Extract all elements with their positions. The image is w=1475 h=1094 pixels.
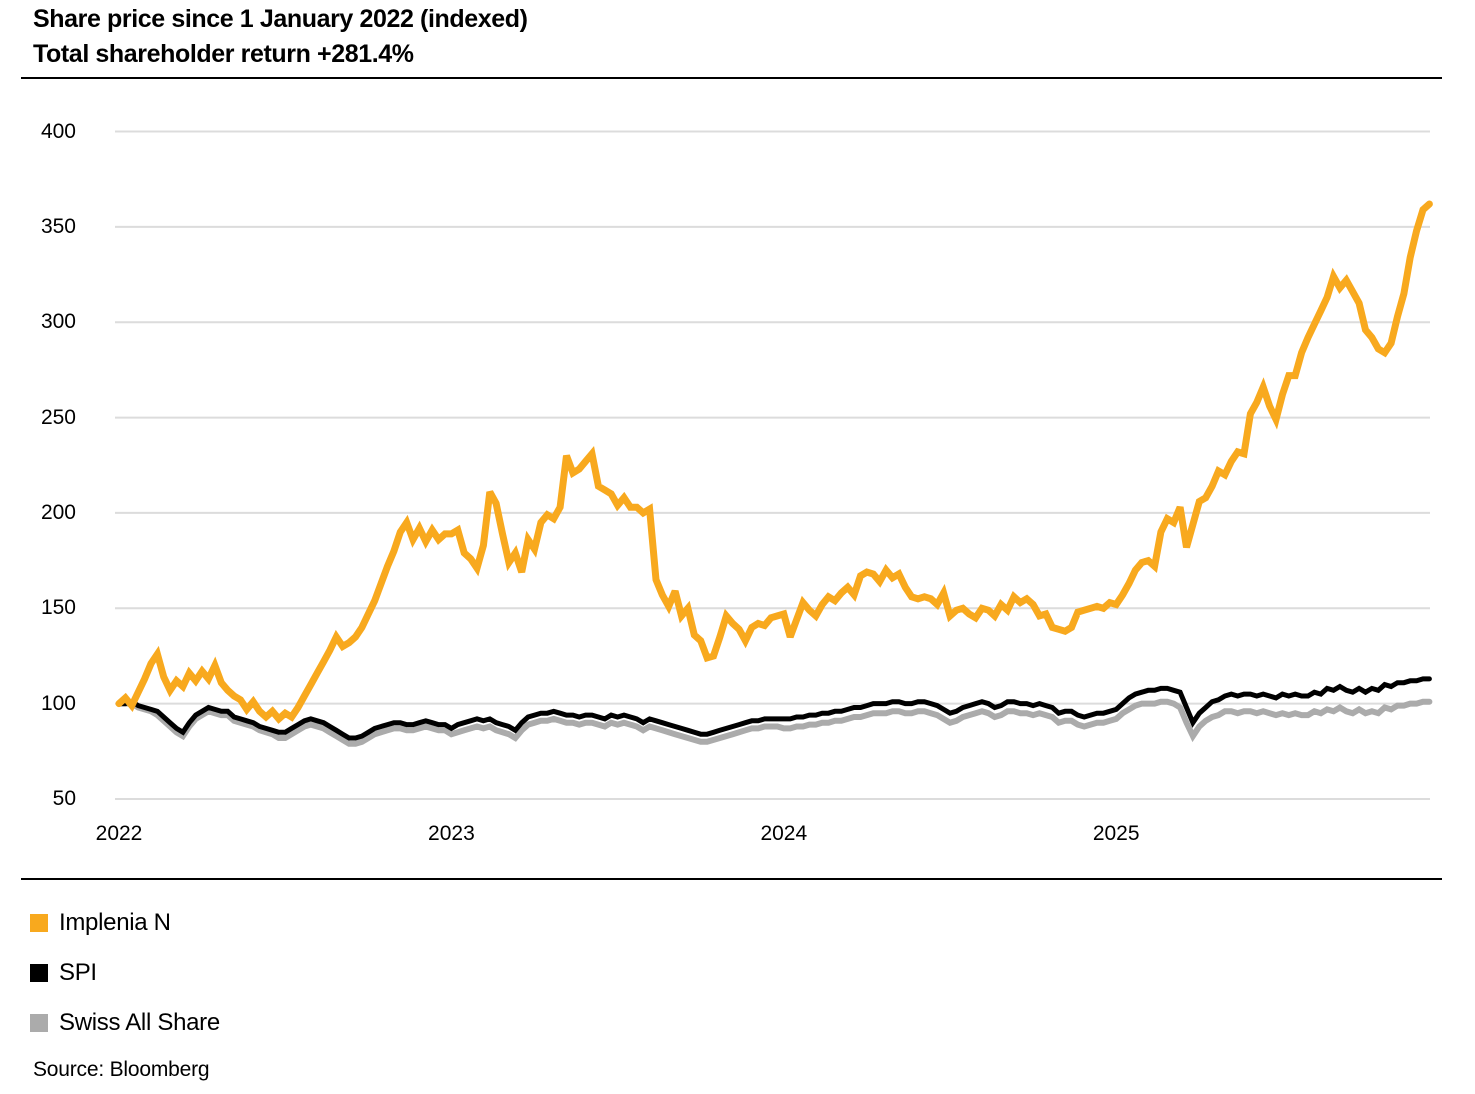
x-tick-2025: 2025 xyxy=(1092,822,1140,845)
x-tick-2024: 2024 xyxy=(760,822,808,845)
x-tick-2023: 2023 xyxy=(428,822,475,845)
legend-label-implenia: Implenia N xyxy=(59,909,171,936)
source-attribution: Source: Bloomberg xyxy=(33,1058,210,1081)
swiss-all-share-line xyxy=(116,698,1433,747)
legend-label-spi: SPI xyxy=(59,959,97,986)
spi-line xyxy=(116,676,1432,741)
chart-subtitle: Total shareholder return +281.4% xyxy=(33,40,414,68)
y-tick-200: 200 xyxy=(40,500,76,524)
y-tick-150: 150 xyxy=(40,596,76,620)
x-tick-2022: 2022 xyxy=(95,822,143,845)
y-tick-50: 50 xyxy=(52,787,76,810)
chart-title: Share price since 1 January 2022 (indexe… xyxy=(33,5,528,33)
implenia-series-swatch-icon xyxy=(30,914,48,932)
spi-series-swatch-icon xyxy=(30,964,48,982)
legend-label-swiss-all-share: Swiss All Share xyxy=(59,1009,220,1036)
legend-separator-line xyxy=(21,878,1442,880)
y-tick-250: 250 xyxy=(40,405,76,429)
swiss-all-share-series-swatch-icon xyxy=(30,1014,48,1032)
legend-item-spi: SPI xyxy=(30,959,97,987)
legend-item-swiss-all-share: Swiss All Share xyxy=(30,1009,220,1037)
implenia-n-line xyxy=(115,200,1433,724)
y-tick-100: 100 xyxy=(40,691,76,715)
y-tick-300: 300 xyxy=(40,310,76,334)
y-tick-350: 350 xyxy=(40,214,76,238)
legend-item-implenia: Implenia N xyxy=(30,909,171,937)
title-separator-line xyxy=(21,77,1442,79)
y-tick-400: 400 xyxy=(40,119,76,143)
